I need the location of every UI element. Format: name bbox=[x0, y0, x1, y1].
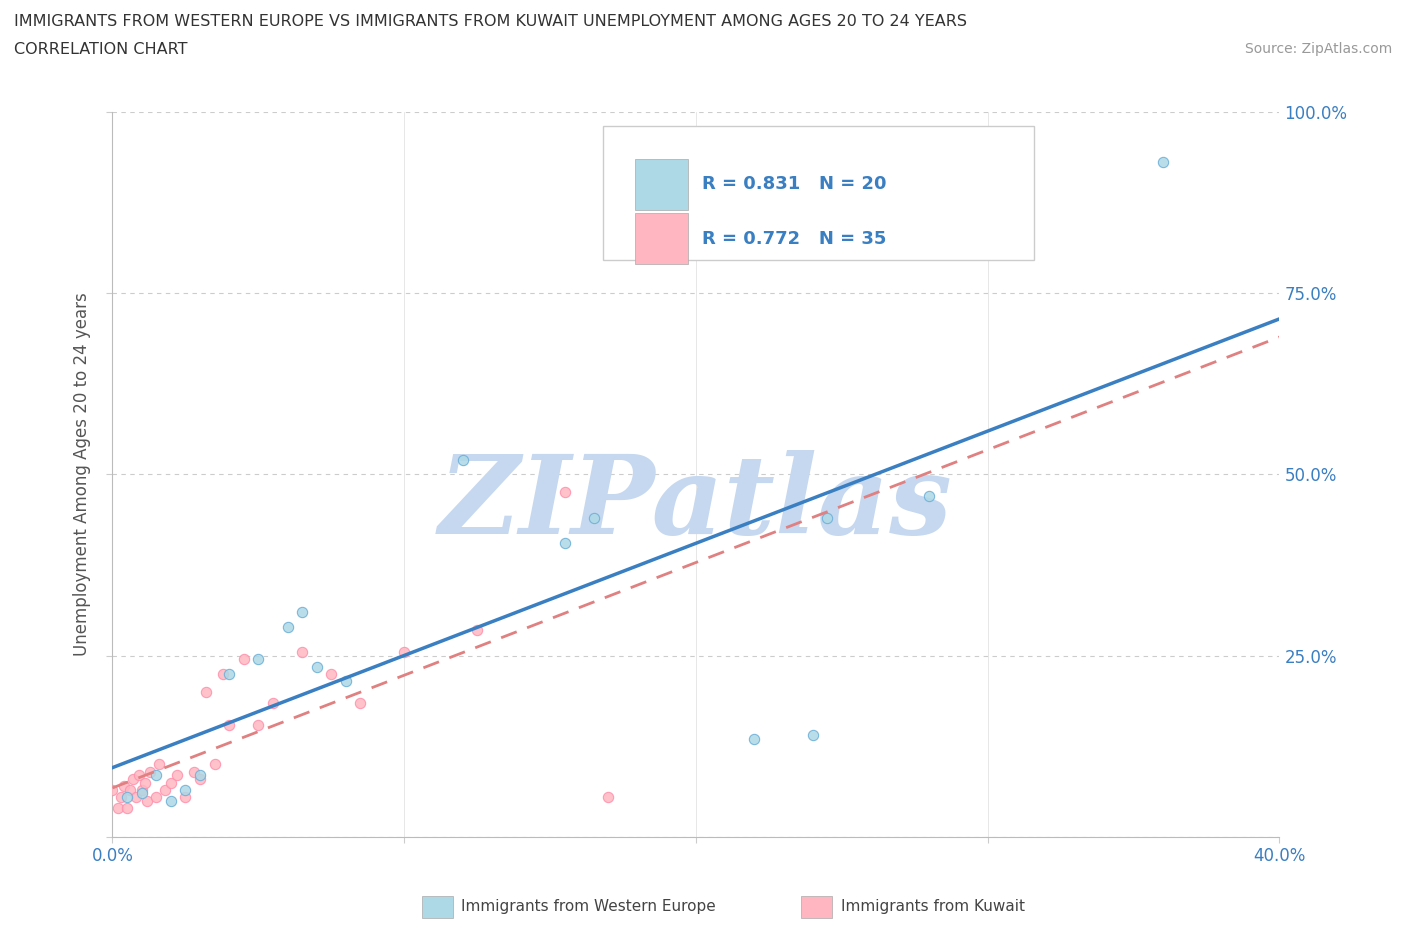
Point bbox=[174, 782, 197, 797]
Point bbox=[115, 801, 138, 816]
Point bbox=[174, 790, 197, 804]
Point bbox=[276, 619, 298, 634]
Point bbox=[131, 782, 153, 797]
Point bbox=[815, 511, 838, 525]
Point bbox=[247, 717, 270, 732]
Point bbox=[194, 684, 217, 699]
Point bbox=[218, 666, 240, 681]
Point bbox=[118, 782, 141, 797]
Point bbox=[305, 659, 328, 674]
Point bbox=[349, 696, 371, 711]
Point bbox=[335, 673, 357, 688]
Point bbox=[101, 782, 124, 797]
Point bbox=[145, 790, 167, 804]
Point bbox=[160, 793, 183, 808]
Y-axis label: Unemployment Among Ages 20 to 24 years: Unemployment Among Ages 20 to 24 years bbox=[73, 292, 91, 657]
FancyBboxPatch shape bbox=[636, 159, 688, 209]
Point bbox=[160, 776, 183, 790]
Text: Source: ZipAtlas.com: Source: ZipAtlas.com bbox=[1244, 42, 1392, 56]
Point bbox=[115, 790, 138, 804]
Point bbox=[188, 772, 211, 787]
Point bbox=[582, 511, 605, 525]
Point bbox=[139, 764, 162, 779]
Text: Immigrants from Western Europe: Immigrants from Western Europe bbox=[461, 899, 716, 914]
Point bbox=[321, 666, 343, 681]
Point bbox=[125, 790, 148, 804]
Point bbox=[153, 782, 176, 797]
Text: R = 0.831   N = 20: R = 0.831 N = 20 bbox=[702, 175, 886, 193]
Point bbox=[218, 717, 240, 732]
Point bbox=[554, 536, 576, 551]
Point bbox=[392, 644, 416, 659]
Point bbox=[110, 790, 132, 804]
Text: Immigrants from Kuwait: Immigrants from Kuwait bbox=[841, 899, 1025, 914]
Point bbox=[128, 768, 150, 783]
Point bbox=[183, 764, 205, 779]
Point bbox=[247, 652, 270, 667]
Point bbox=[188, 768, 211, 783]
Text: ZIPatlas: ZIPatlas bbox=[439, 449, 953, 557]
Point bbox=[204, 757, 226, 772]
Point bbox=[134, 776, 156, 790]
Text: IMMIGRANTS FROM WESTERN EUROPE VS IMMIGRANTS FROM KUWAIT UNEMPLOYMENT AMONG AGES: IMMIGRANTS FROM WESTERN EUROPE VS IMMIGR… bbox=[14, 14, 967, 29]
Point bbox=[166, 768, 188, 783]
Point bbox=[465, 623, 488, 638]
Point bbox=[122, 772, 145, 787]
Point bbox=[918, 488, 941, 503]
Point bbox=[598, 790, 620, 804]
Point bbox=[1152, 155, 1174, 170]
Point bbox=[451, 452, 474, 467]
Point bbox=[131, 786, 153, 801]
Point bbox=[232, 652, 254, 667]
Text: CORRELATION CHART: CORRELATION CHART bbox=[14, 42, 187, 57]
Point bbox=[801, 728, 824, 743]
Point bbox=[742, 732, 765, 747]
Point bbox=[136, 793, 159, 808]
Point bbox=[112, 778, 135, 793]
Point bbox=[291, 604, 314, 619]
Point bbox=[212, 666, 235, 681]
Point bbox=[145, 768, 167, 783]
FancyBboxPatch shape bbox=[603, 126, 1035, 260]
Point bbox=[107, 801, 129, 816]
Point bbox=[291, 644, 314, 659]
Point bbox=[262, 696, 284, 711]
Point bbox=[554, 485, 576, 500]
FancyBboxPatch shape bbox=[636, 213, 688, 264]
Text: R = 0.772   N = 35: R = 0.772 N = 35 bbox=[702, 230, 886, 247]
Point bbox=[148, 757, 170, 772]
